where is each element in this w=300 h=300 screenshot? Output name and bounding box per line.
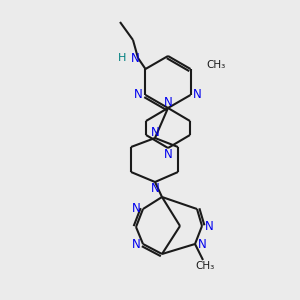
- Text: N: N: [132, 202, 140, 215]
- Text: N: N: [151, 182, 159, 194]
- Text: CH₃: CH₃: [195, 261, 214, 271]
- Text: N: N: [164, 95, 172, 109]
- Text: N: N: [151, 125, 159, 139]
- Text: N: N: [164, 148, 172, 160]
- Text: CH₃: CH₃: [206, 60, 226, 70]
- Text: H: H: [118, 53, 126, 63]
- Text: N: N: [198, 238, 206, 250]
- Text: N: N: [205, 220, 213, 232]
- Text: N: N: [132, 238, 140, 250]
- Text: N: N: [130, 52, 140, 64]
- Text: N: N: [134, 88, 143, 101]
- Text: N: N: [193, 88, 202, 101]
